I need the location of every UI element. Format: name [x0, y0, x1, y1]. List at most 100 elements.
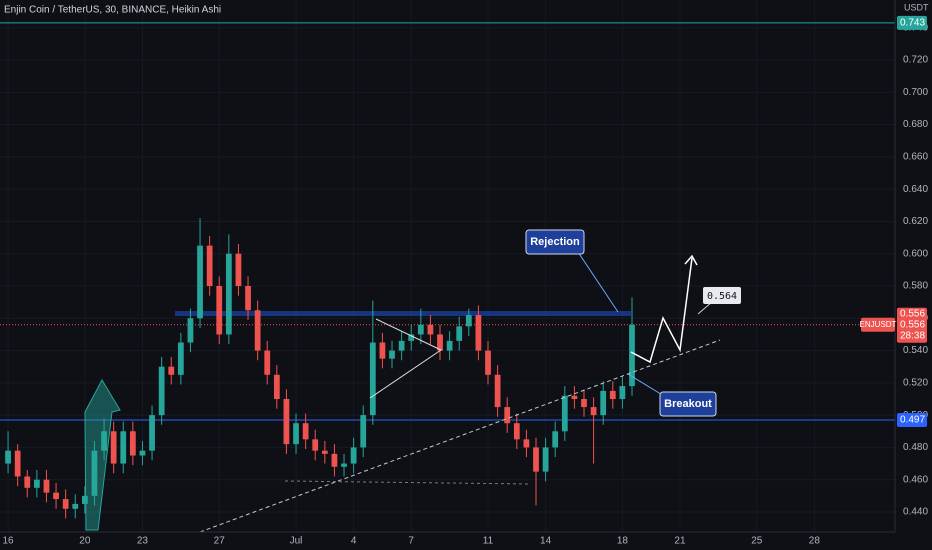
- y-tick-label: 0.540: [903, 345, 928, 356]
- triangle: [369, 318, 443, 399]
- candle-body: [331, 453, 338, 467]
- candle-body: [62, 499, 69, 509]
- candle-body: [369, 342, 376, 416]
- candle-body: [600, 390, 607, 416]
- x-tick-label: 28: [809, 536, 821, 547]
- level-price-label: 0.743: [900, 18, 925, 29]
- last-close-label: 0.556: [900, 308, 925, 319]
- candle-body: [350, 447, 357, 464]
- x-tick-label: 27: [214, 536, 226, 547]
- candle-body: [389, 350, 395, 359]
- candle-body: [5, 450, 11, 464]
- symbol-label: ENJUSDT: [860, 320, 897, 329]
- y-tick-label: 0.700: [903, 87, 928, 98]
- candle-body: [273, 374, 280, 399]
- candle-body: [120, 431, 127, 464]
- candle-body: [465, 315, 472, 327]
- level-price-box: [897, 412, 927, 427]
- candle-body: [427, 324, 434, 335]
- candle-body: [581, 399, 587, 408]
- breakout-callout: [659, 391, 717, 417]
- countdown-label: 28:38: [900, 330, 925, 341]
- y-tick-label: 0.520: [903, 377, 928, 388]
- chart-title: Enjin Coin / TetherUS, 30, BINANCE, Heik…: [4, 5, 221, 16]
- symbol-box: [861, 317, 895, 332]
- candle-body: [168, 366, 175, 375]
- candle-body: [43, 479, 50, 493]
- candle-body: [158, 366, 165, 416]
- candle-body: [379, 342, 386, 359]
- candle-body: [177, 342, 184, 375]
- candle-body: [341, 463, 347, 467]
- candle-body: [293, 423, 299, 445]
- callout-pointer: [577, 251, 619, 313]
- candle-body: [552, 431, 559, 448]
- candles: [5, 218, 635, 519]
- candle-body: [91, 450, 98, 496]
- candle-body: [590, 407, 597, 416]
- rejection-text: Rejection: [530, 236, 580, 248]
- candle-body: [81, 495, 88, 504]
- x-tick-label: 25: [751, 536, 763, 547]
- y-tick-label: 0.620: [903, 216, 928, 227]
- candle-body: [456, 326, 463, 341]
- candle-body: [398, 340, 405, 351]
- last-price-label: 0.556: [900, 319, 925, 330]
- currency-label: USDT: [904, 2, 929, 12]
- x-tick-label: 23: [137, 536, 149, 547]
- candle-body: [408, 334, 415, 341]
- candle-body: [446, 340, 453, 351]
- x-tick-label: 20: [79, 536, 91, 547]
- target-text: 0.564: [707, 291, 737, 302]
- candle-body: [110, 431, 117, 464]
- y-tick-label: 0.460: [903, 474, 928, 485]
- rejection-callout: [525, 229, 585, 255]
- candle-body: [139, 450, 146, 456]
- candle-body: [302, 423, 309, 440]
- candle-body: [561, 395, 568, 432]
- candle-body: [197, 245, 203, 319]
- y-tick-label: 0.720: [903, 55, 928, 66]
- y-tick-label: 0.600: [903, 248, 928, 259]
- level-price-box: [897, 15, 927, 30]
- candle-body: [494, 374, 501, 408]
- x-tick-label: Jul: [290, 536, 303, 547]
- candle-body: [417, 324, 424, 335]
- callout-pointer: [627, 373, 665, 397]
- resistance-zone: [175, 311, 631, 316]
- y-tick-label: 0.640: [903, 184, 928, 195]
- y-tick-label: 0.660: [903, 152, 928, 163]
- candle-body: [24, 476, 31, 488]
- x-tick-label: 18: [617, 536, 629, 547]
- candle-body: [225, 253, 232, 335]
- candle-body: [235, 253, 242, 287]
- candle-body: [571, 395, 578, 399]
- candle-body: [523, 439, 530, 448]
- projection: [630, 257, 693, 364]
- target-callout: [703, 287, 741, 304]
- candle-body: [216, 286, 223, 335]
- trendline: [199, 339, 721, 533]
- y-tick-label: 0.680: [903, 119, 928, 130]
- y-tick-label: 0.480: [903, 442, 928, 453]
- candle-body: [283, 399, 290, 445]
- breakout-text: Breakout: [664, 398, 712, 410]
- candle-body: [72, 503, 79, 509]
- candle-body: [53, 492, 59, 500]
- x-tick-label: 7: [408, 536, 414, 547]
- candle-body: [437, 334, 443, 351]
- x-tick-label: 4: [351, 536, 357, 547]
- candle-body: [629, 324, 635, 387]
- candle-body: [312, 439, 319, 451]
- candle-body: [264, 350, 271, 375]
- x-tick-label: 21: [674, 536, 686, 547]
- candle-body: [33, 479, 40, 488]
- candle-body: [475, 315, 482, 351]
- grid: [0, 0, 895, 532]
- candle-body: [619, 386, 626, 399]
- candle-body: [187, 318, 194, 343]
- candle-body: [533, 447, 539, 472]
